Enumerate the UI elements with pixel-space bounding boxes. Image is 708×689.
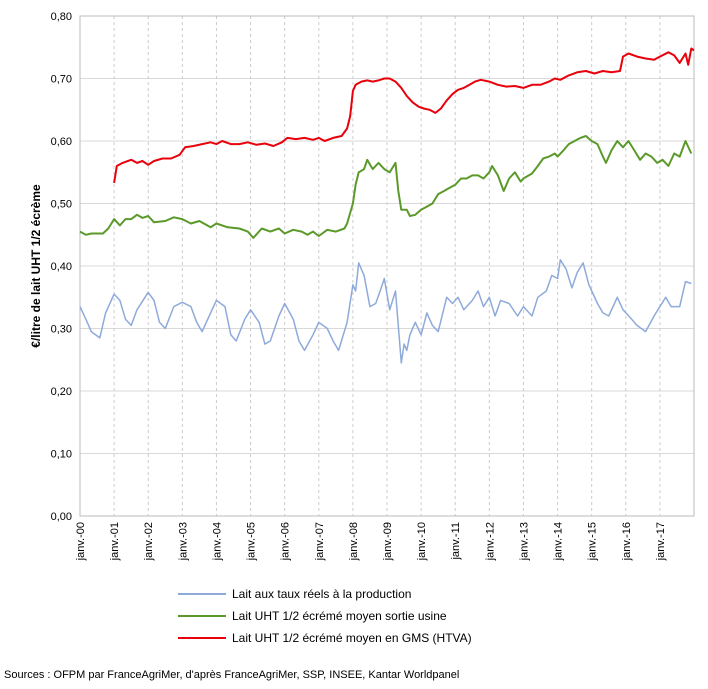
x-tick-label: janv.-13 bbox=[518, 522, 530, 561]
legend-label-sortie-usine: Lait UHT 1/2 écrémé moyen sortie usine bbox=[232, 609, 447, 623]
legend-label-gms: Lait UHT 1/2 écrémé moyen en GMS (HTVA) bbox=[232, 631, 472, 645]
x-tick-label: janv.-12 bbox=[484, 522, 496, 561]
series-line-1 bbox=[79, 259, 692, 364]
x-tick-label: janv.-03 bbox=[177, 522, 189, 561]
y-tick-label: 0,30 bbox=[51, 324, 72, 336]
legend: Lait aux taux réels à la production Lait… bbox=[178, 583, 472, 649]
plot-area bbox=[79, 15, 695, 517]
x-tick-label: janv.-14 bbox=[553, 522, 565, 561]
x-tick-label: janv.-16 bbox=[621, 522, 633, 561]
legend-label-production: Lait aux taux réels à la production bbox=[232, 587, 412, 601]
y-tick-label: 0,20 bbox=[51, 386, 72, 398]
x-tick-label: janv.-01 bbox=[109, 522, 121, 561]
x-tick-label: janv.-00 bbox=[75, 522, 87, 561]
series-line-3 bbox=[113, 47, 695, 184]
grid bbox=[80, 15, 694, 517]
legend-item: Lait UHT 1/2 écrémé moyen sortie usine bbox=[178, 605, 472, 627]
y-tick-label: 0,80 bbox=[51, 11, 72, 23]
x-tick-label: janv.-10 bbox=[416, 522, 428, 561]
x-tick-label: janv.-11 bbox=[450, 522, 462, 561]
y-tick-label: 0,70 bbox=[51, 74, 72, 86]
x-tick-label: janv.-07 bbox=[314, 522, 326, 561]
y-axis-label: €/litre de lait UHT 1/2 écrème bbox=[29, 184, 43, 348]
x-axis-ticks: janv.-00 janv.-01 janv.-02 janv.-03 janv.-04… bbox=[75, 522, 667, 561]
x-tick-label: janv.-02 bbox=[143, 522, 155, 561]
y-axis-ticks: 0,00 0,10 0,20 0,30 0,40 0,50 0,60 0,70 0,80 bbox=[51, 11, 72, 523]
x-tick-label: janv.-09 bbox=[382, 522, 394, 561]
y-tick-label: 0,10 bbox=[51, 449, 72, 461]
x-tick-label: janv.-15 bbox=[587, 522, 599, 561]
x-tick-label: janv.-17 bbox=[655, 522, 667, 561]
y-tick-label: 0,60 bbox=[51, 136, 72, 148]
legend-swatch-sortie-usine bbox=[178, 615, 226, 617]
source-note: Sources : OFPM par FranceAgriMer, d'aprè… bbox=[4, 669, 460, 681]
series-line-2 bbox=[79, 135, 693, 239]
x-tick-label: janv.-04 bbox=[211, 522, 223, 561]
x-tick-label: janv.-08 bbox=[348, 522, 360, 561]
y-tick-label: 0,00 bbox=[51, 511, 72, 523]
legend-item: Lait UHT 1/2 écrémé moyen en GMS (HTVA) bbox=[178, 627, 472, 649]
series-group bbox=[79, 47, 695, 364]
chart-svg: 0,00 0,10 0,20 0,30 0,40 0,50 0,60 0,70 0,80 jan… bbox=[29, 11, 695, 561]
legend-swatch-gms bbox=[178, 637, 226, 639]
legend-item: Lait aux taux réels à la production bbox=[178, 583, 472, 605]
y-tick-label: 0,50 bbox=[51, 199, 72, 211]
x-tick-label: janv.-06 bbox=[280, 522, 292, 561]
y-tick-label: 0,40 bbox=[51, 261, 72, 273]
x-tick-label: janv.-05 bbox=[246, 522, 258, 561]
legend-swatch-production bbox=[178, 593, 226, 595]
